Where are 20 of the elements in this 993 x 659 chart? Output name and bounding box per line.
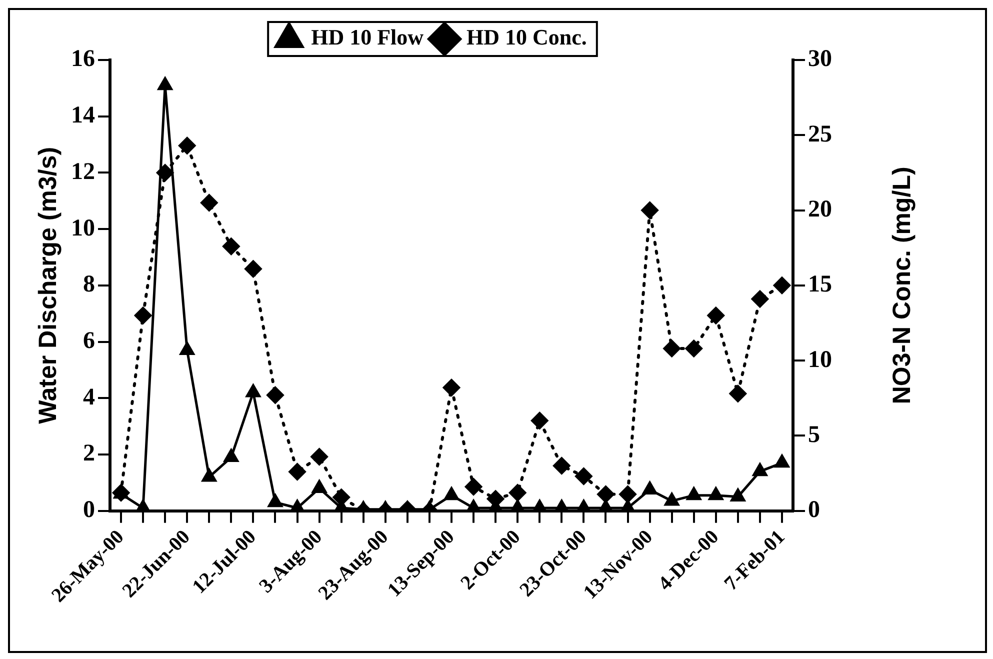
- y2-tick-label: 10: [808, 346, 832, 373]
- y2-tick-label: 15: [808, 272, 832, 298]
- y-tick-label: 0: [83, 497, 95, 524]
- legend-label: HD 10 Conc.: [466, 24, 587, 50]
- legend-label: HD 10 Flow: [311, 24, 424, 50]
- y-tick-label: 6: [83, 328, 95, 354]
- y-tick-label: 2: [83, 440, 95, 467]
- y2-tick-label: 5: [808, 422, 820, 448]
- y2-tick-label: 25: [808, 121, 832, 148]
- y2-tick-label: 20: [808, 196, 832, 222]
- y-tick-label: 16: [71, 46, 95, 72]
- y2-axis-title: NO3-N Conc. (mg/L): [888, 166, 916, 404]
- y-tick-label: 4: [83, 384, 95, 410]
- y-tick-label: 8: [83, 272, 95, 298]
- y-tick-label: 14: [71, 102, 95, 129]
- y-axis-title: Water Discharge (m3/s): [34, 146, 62, 424]
- y2-tick-label: 0: [808, 497, 820, 524]
- y-tick-label: 12: [71, 158, 95, 185]
- y2-tick-label: 30: [808, 46, 832, 72]
- y-tick-label: 10: [71, 215, 95, 242]
